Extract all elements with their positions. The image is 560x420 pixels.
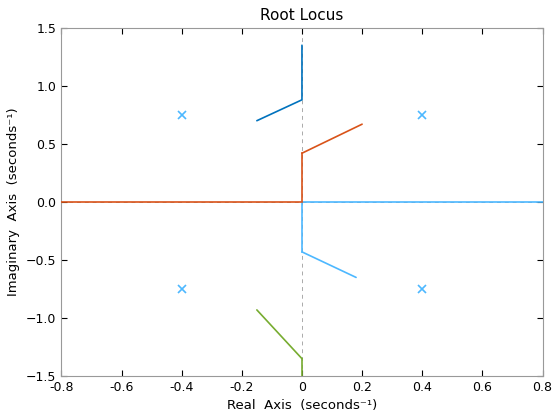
X-axis label: Real  Axis  (seconds⁻¹): Real Axis (seconds⁻¹) [227,399,377,412]
Title: Root Locus: Root Locus [260,8,344,23]
Y-axis label: Imaginary  Axis  (seconds⁻¹): Imaginary Axis (seconds⁻¹) [7,108,21,296]
